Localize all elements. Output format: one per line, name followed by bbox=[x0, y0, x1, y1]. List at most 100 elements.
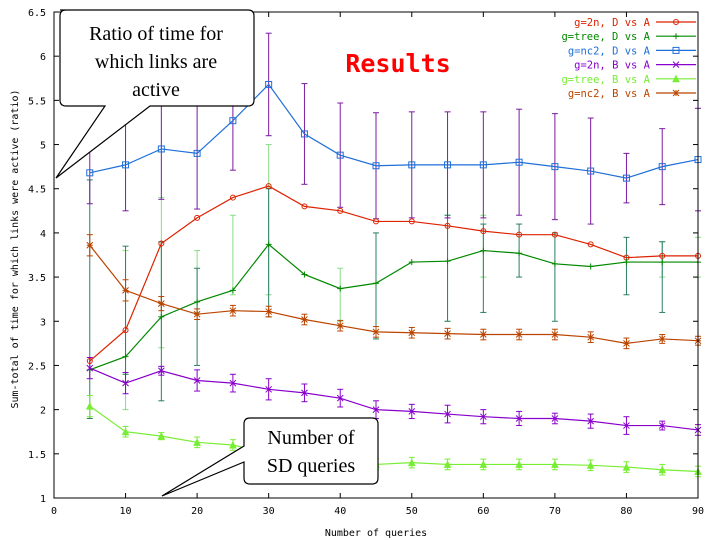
data-point bbox=[551, 163, 559, 171]
data-point bbox=[672, 74, 680, 83]
legend: g=2n, D vs A g=tree, D vs A g=nc2, D vs A g… bbox=[561, 17, 696, 100]
data-point bbox=[658, 335, 666, 343]
data-point bbox=[122, 353, 129, 360]
data-point bbox=[265, 183, 272, 190]
data-point bbox=[372, 162, 380, 170]
callout-ratio-line-2: which links are bbox=[95, 51, 217, 73]
callout-ratio-shape bbox=[55, 9, 255, 179]
y-tick-label: 4.5 bbox=[28, 185, 46, 196]
data-point bbox=[408, 218, 415, 225]
data-point bbox=[229, 440, 237, 449]
data-point bbox=[265, 241, 272, 248]
data-point bbox=[86, 169, 94, 177]
data-point bbox=[444, 330, 451, 337]
series-line bbox=[89, 83, 699, 179]
data-point bbox=[443, 460, 452, 468]
x-axis-label: Number of queries bbox=[325, 528, 427, 539]
callout-ratio: Ratio of time for which links are active bbox=[55, 9, 255, 179]
y-tick-label: 2 bbox=[40, 406, 46, 417]
data-point bbox=[407, 458, 416, 467]
data-point bbox=[479, 331, 487, 338]
x-tick-label: 40 bbox=[334, 506, 346, 517]
legend-label: g=nc2, D vs A bbox=[568, 45, 651, 57]
y-axis-label: Sum-total of time for which links were a… bbox=[10, 89, 21, 408]
data-point bbox=[408, 161, 416, 169]
data-point bbox=[587, 241, 594, 248]
callout-queries-shape bbox=[161, 417, 379, 497]
series-lines bbox=[89, 83, 699, 473]
data-point bbox=[623, 259, 630, 266]
data-point bbox=[301, 316, 308, 323]
data-point bbox=[551, 231, 558, 238]
data-point bbox=[515, 460, 523, 468]
y-tick-label: 3 bbox=[40, 317, 46, 328]
data-point bbox=[622, 462, 631, 471]
data-point bbox=[265, 308, 273, 315]
data-point bbox=[336, 322, 344, 330]
data-point bbox=[658, 163, 666, 171]
data-point bbox=[122, 161, 130, 169]
data-point bbox=[229, 194, 236, 201]
x-tick-label: 80 bbox=[620, 506, 632, 517]
data-point bbox=[300, 130, 308, 138]
data-point bbox=[444, 161, 452, 169]
data-point bbox=[373, 280, 379, 287]
plot-frame bbox=[53, 11, 699, 499]
data-point bbox=[658, 465, 667, 474]
data-point bbox=[672, 46, 680, 54]
data-point bbox=[193, 377, 201, 384]
data-point bbox=[194, 298, 201, 305]
data-point bbox=[551, 415, 559, 422]
data-point bbox=[157, 145, 165, 153]
data-point bbox=[551, 460, 559, 468]
y-tick-label: 6 bbox=[40, 52, 46, 63]
data-point bbox=[337, 207, 344, 214]
data-point bbox=[672, 61, 680, 68]
series-line bbox=[89, 243, 698, 371]
data-point bbox=[673, 19, 679, 25]
data-point bbox=[122, 286, 129, 294]
series-line bbox=[89, 244, 699, 344]
x-tick-label: 30 bbox=[263, 506, 275, 517]
x-tick-label: 10 bbox=[120, 506, 132, 517]
data-point bbox=[194, 214, 201, 221]
data-point bbox=[444, 410, 451, 418]
data-point bbox=[587, 333, 595, 341]
callout-ratio-line-1: Ratio of time for bbox=[89, 23, 223, 45]
y-tick-label: 5 bbox=[40, 141, 46, 152]
data-point bbox=[157, 367, 165, 375]
data-point bbox=[408, 329, 416, 337]
data-point bbox=[157, 432, 166, 440]
data-point bbox=[623, 422, 630, 429]
y-tick-label: 3.5 bbox=[28, 273, 46, 284]
data-point bbox=[623, 340, 630, 347]
x-tick-label: 20 bbox=[191, 506, 203, 517]
data-point bbox=[229, 287, 236, 294]
legend-label: g=tree, B vs A bbox=[561, 74, 650, 86]
data-point bbox=[515, 415, 523, 422]
legend-label: g=nc2, B vs A bbox=[568, 88, 651, 100]
data-point bbox=[516, 231, 523, 238]
data-point bbox=[551, 331, 559, 338]
callout-queries-line-2: SD queries bbox=[267, 455, 356, 477]
data-point bbox=[479, 460, 488, 468]
data-point bbox=[587, 263, 594, 270]
axis-ticks: 0 10 20 30 40 50 60 70 80 90 1 1.5 2 2.5 3 3.5 4 4.5 5 5.5 6… bbox=[28, 8, 704, 517]
y-tick-label: 1.5 bbox=[28, 450, 46, 461]
x-tick-label: 70 bbox=[549, 506, 561, 517]
y-tick-label: 4 bbox=[40, 229, 46, 240]
data-point bbox=[229, 307, 237, 315]
data-point bbox=[158, 240, 165, 247]
legend-label: g=2n, D vs A bbox=[574, 17, 651, 29]
data-point bbox=[157, 300, 165, 307]
data-point bbox=[479, 161, 487, 169]
data-point bbox=[551, 260, 558, 267]
data-point bbox=[659, 259, 666, 266]
data-point bbox=[229, 117, 237, 125]
data-point bbox=[193, 149, 201, 157]
data-point bbox=[301, 271, 308, 278]
x-tick-label: 90 bbox=[692, 506, 704, 517]
data-point bbox=[408, 259, 415, 266]
data-point bbox=[444, 222, 451, 229]
